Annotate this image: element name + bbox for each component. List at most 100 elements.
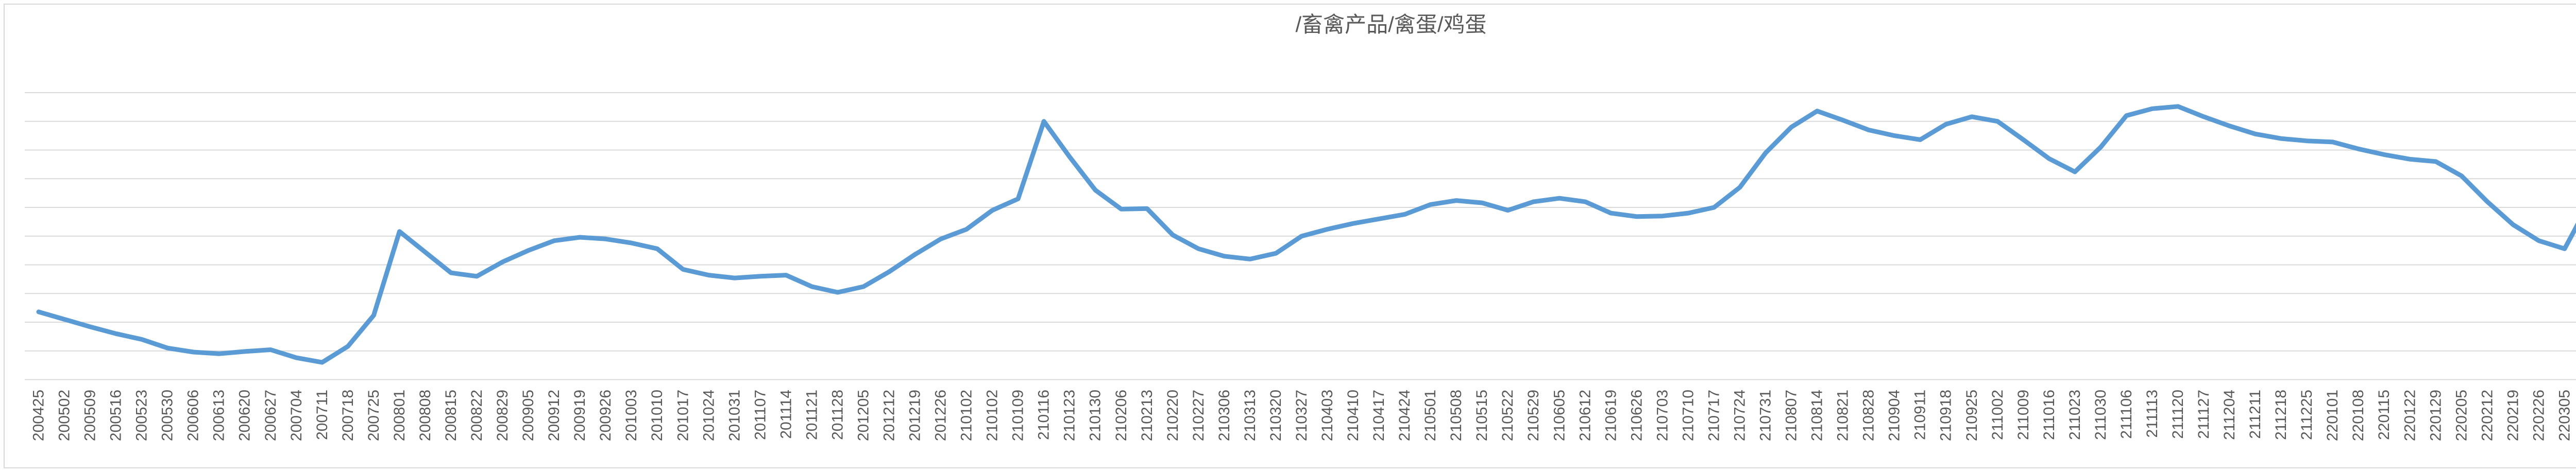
- x-tick-label-77-211009: 211009: [2015, 390, 2032, 440]
- x-tick-label-52-210417: 210417: [1370, 390, 1387, 441]
- x-tick-label-66-210724: 210724: [1731, 390, 1748, 441]
- x-tick-label-1-200502: 200502: [56, 390, 73, 441]
- x-axis-labels: 200425 200502 200509 200516 200523 200530 2006…: [30, 390, 2573, 441]
- x-tick-label-42-210206: 210206: [1113, 390, 1130, 441]
- gridlines: [25, 92, 2576, 380]
- x-tick-label-64-210710: 210710: [1680, 390, 1697, 441]
- x-tick-label-12-200718: 200718: [340, 390, 357, 441]
- x-tick-label-27-201031: 201031: [726, 390, 743, 441]
- x-tick-label-96-220219: 220219: [2504, 390, 2521, 441]
- x-tick-label-25-201017: 201017: [674, 390, 691, 441]
- x-tick-label-7-200613: 200613: [211, 390, 228, 441]
- x-tick-label-90-220108: 220108: [2350, 390, 2367, 441]
- x-tick-label-35-201226: 201226: [933, 390, 950, 441]
- x-tick-label-58-210529: 210529: [1525, 390, 1542, 441]
- x-tick-label-53-210424: 210424: [1396, 390, 1413, 441]
- x-tick-label-61-210619: 210619: [1602, 390, 1619, 441]
- x-tick-label-29-201114: 201114: [777, 390, 794, 439]
- x-tick-label-6-200606: 200606: [185, 390, 202, 441]
- x-tick-label-46-210306: 210306: [1216, 390, 1233, 441]
- x-tick-label-55-210508: 210508: [1448, 390, 1465, 441]
- x-tick-label-86-211211: 211211: [2247, 390, 2264, 439]
- x-tick-label-65-210717: 210717: [1705, 390, 1722, 441]
- x-tick-label-62-210626: 210626: [1628, 390, 1645, 441]
- x-tick-label-94-220205: 220205: [2453, 390, 2470, 441]
- x-tick-label-13-200725: 200725: [365, 390, 382, 441]
- x-tick-label-28-201107: 201107: [752, 390, 769, 440]
- x-tick-label-69-210814: 210814: [1809, 390, 1826, 441]
- x-tick-label-67-210731: 210731: [1757, 390, 1774, 441]
- x-tick-label-79-211023: 211023: [2066, 390, 2083, 440]
- x-tick-label-97-220226: 220226: [2530, 390, 2547, 441]
- x-tick-label-70-210821: 210821: [1835, 390, 1852, 441]
- x-tick-label-39-210116: 210116: [1036, 390, 1053, 440]
- x-tick-label-68-210807: 210807: [1783, 390, 1800, 441]
- x-tick-label-11-200711: 200711: [314, 390, 331, 440]
- x-tick-label-84-211127: 211127: [2195, 390, 2212, 439]
- x-tick-label-93-220129: 220129: [2427, 390, 2444, 441]
- x-tick-label-32-201205: 201205: [855, 390, 872, 441]
- x-tick-label-82-211113: 211113: [2144, 390, 2161, 437]
- x-tick-label-49-210327: 210327: [1293, 390, 1310, 441]
- x-tick-label-21-200919: 200919: [571, 390, 588, 441]
- x-tick-label-41-210130: 210130: [1087, 390, 1104, 441]
- x-tick-label-92-220122: 220122: [2401, 390, 2418, 441]
- x-tick-label-45-210227: 210227: [1190, 390, 1207, 441]
- x-tick-label-89-220101: 220101: [2324, 390, 2341, 441]
- x-tick-label-50-210403: 210403: [1319, 390, 1336, 441]
- x-tick-label-34-201219: 201219: [907, 390, 924, 441]
- x-tick-label-4-200523: 200523: [133, 390, 150, 441]
- x-tick-label-43-210213: 210213: [1139, 390, 1156, 441]
- chart-frame: [4, 4, 2576, 468]
- x-tick-label-9-200627: 200627: [262, 390, 279, 441]
- x-tick-label-60-210612: 210612: [1577, 390, 1594, 441]
- x-tick-label-80-211030: 211030: [2092, 390, 2109, 440]
- x-tick-label-40-210123: 210123: [1061, 390, 1078, 441]
- x-tick-label-78-211016: 211016: [2041, 390, 2058, 440]
- x-tick-label-31-201128: 201128: [829, 390, 846, 440]
- x-tick-label-98-220305: 220305: [2556, 390, 2573, 441]
- x-tick-label-47-210313: 210313: [1242, 390, 1259, 441]
- x-tick-label-16-200815: 200815: [443, 390, 460, 441]
- x-tick-label-51-210410: 210410: [1345, 390, 1362, 441]
- x-tick-label-75-210925: 210925: [1963, 390, 1980, 441]
- x-tick-label-20-200912: 200912: [546, 390, 563, 441]
- x-tick-label-95-220212: 220212: [2479, 390, 2496, 441]
- x-tick-label-72-210904: 210904: [1886, 390, 1903, 441]
- x-tick-label-59-210605: 210605: [1551, 390, 1568, 441]
- x-tick-label-22-200926: 200926: [597, 390, 614, 441]
- x-tick-label-76-211002: 211002: [1989, 390, 2006, 440]
- x-tick-label-87-211218: 211218: [2273, 390, 2290, 440]
- x-tick-label-56-210515: 210515: [1473, 390, 1490, 441]
- x-tick-label-83-211120: 211120: [2170, 390, 2187, 439]
- x-tick-label-36-210102: 210102: [958, 390, 975, 441]
- x-tick-label-73-210911: 210911: [1912, 390, 1929, 440]
- x-tick-label-81-211106: 211106: [2118, 390, 2135, 439]
- x-tick-label-85-211204: 211204: [2221, 390, 2238, 440]
- x-tick-label-0-200425: 200425: [30, 390, 47, 441]
- chart-title: /畜禽产品/禽蛋/鸡蛋: [1295, 12, 1486, 37]
- x-tick-label-23-201003: 201003: [623, 390, 640, 441]
- x-tick-label-18-200829: 200829: [494, 390, 511, 441]
- x-tick-label-10-200704: 200704: [288, 390, 305, 441]
- x-tick-label-44-210220: 210220: [1164, 390, 1181, 441]
- x-tick-label-71-210828: 210828: [1860, 390, 1877, 441]
- x-tick-label-30-201121: 201121: [803, 390, 820, 440]
- x-tick-label-5-200530: 200530: [159, 390, 176, 441]
- x-tick-label-3-200516: 200516: [108, 390, 125, 441]
- x-tick-label-8-200620: 200620: [236, 390, 253, 441]
- x-tick-label-14-200801: 200801: [391, 390, 408, 441]
- price-line-series: [36, 104, 2576, 365]
- x-tick-label-15-200808: 200808: [417, 390, 434, 441]
- x-tick-label-37-210102: 210102: [984, 390, 1001, 441]
- x-tick-label-33-201212: 201212: [880, 390, 897, 441]
- x-tick-label-88-211225: 211225: [2298, 390, 2315, 440]
- x-tick-label-63-210703: 210703: [1654, 390, 1671, 441]
- x-tick-label-26-201024: 201024: [700, 390, 717, 441]
- x-tick-label-48-210320: 210320: [1267, 390, 1284, 441]
- x-tick-label-54-210501: 210501: [1422, 390, 1439, 441]
- x-tick-label-2-200509: 200509: [82, 390, 99, 441]
- x-tick-label-24-201010: 201010: [649, 390, 666, 441]
- x-tick-label-57-210522: 210522: [1499, 390, 1516, 441]
